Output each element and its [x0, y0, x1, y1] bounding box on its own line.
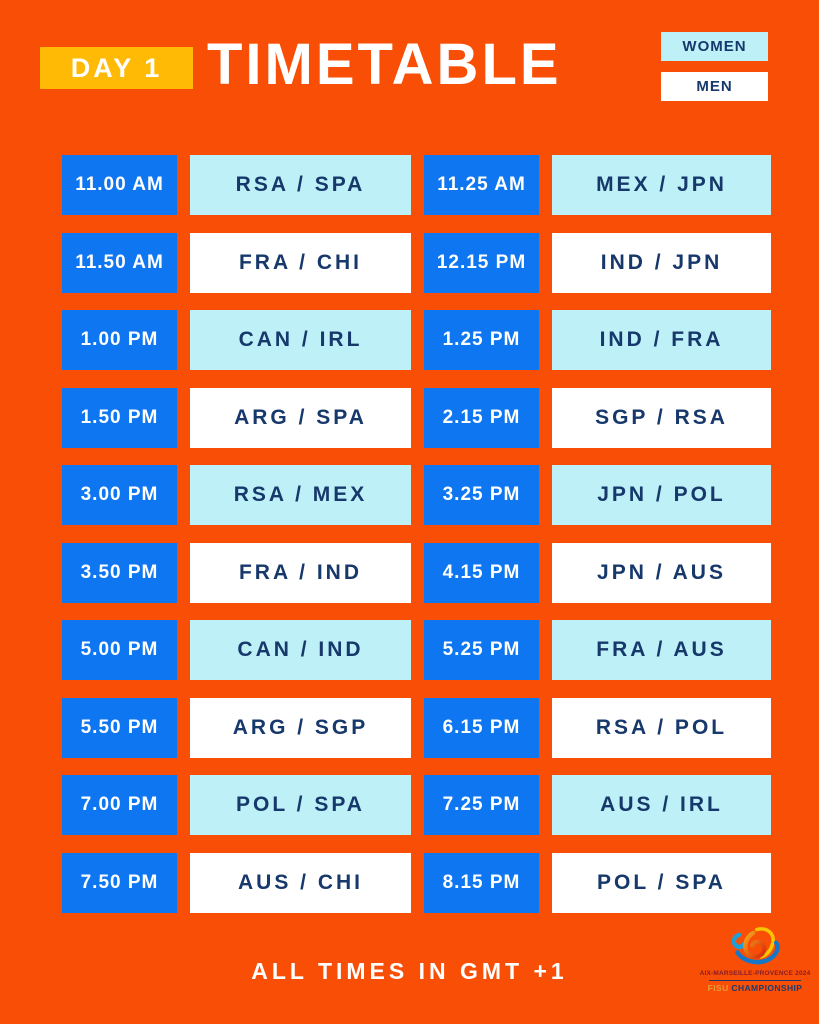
match-box: ARG / SGP [190, 697, 411, 758]
time-box: 3.50 PM [62, 542, 177, 603]
time-box: 1.50 PM [62, 387, 177, 448]
logo-divider [709, 979, 801, 981]
match-box: AUS / CHI [190, 852, 411, 913]
time-box: 8.15 PM [424, 852, 539, 913]
time-box: 5.00 PM [62, 620, 177, 680]
time-box: 11.50 AM [62, 232, 177, 293]
time-box: 6.15 PM [424, 697, 539, 758]
time-box: 1.00 PM [62, 310, 177, 370]
match-box: SGP / RSA [552, 387, 771, 448]
time-box: 5.25 PM [424, 620, 539, 680]
time-box: 3.00 PM [62, 465, 177, 525]
schedule-row: 3.00 PM RSA / MEX 3.25 PM JPN / POL [62, 465, 771, 525]
schedule-row: 5.50 PM ARG / SGP 6.15 PM RSA / POL [62, 697, 771, 758]
match-box: RSA / POL [552, 697, 771, 758]
legend-women: WOMEN [661, 32, 768, 61]
event-logo: AIX-MARSEILLE-PROVENCE 2024 FISU CHAMPIO… [699, 926, 811, 993]
logo-swirl-icon [731, 927, 780, 965]
schedule-row: 7.00 PM POL / SPA 7.25 PM AUS / IRL [62, 775, 771, 835]
schedule-row: 11.50 AM FRA / CHI 12.15 PM IND / JPN [62, 232, 771, 293]
time-box: 7.00 PM [62, 775, 177, 835]
match-box: POL / SPA [190, 775, 411, 835]
time-box: 3.25 PM [424, 465, 539, 525]
time-box: 1.25 PM [424, 310, 539, 370]
match-box: CAN / IND [190, 620, 411, 680]
schedule-row: 11.00 AM RSA / SPA 11.25 AM MEX / JPN [62, 155, 771, 215]
logo-host-city: AIX-MARSEILLE-PROVENCE 2024 [699, 970, 811, 977]
match-box: MEX / JPN [552, 155, 771, 215]
match-box: RSA / SPA [190, 155, 411, 215]
schedule-row: 5.00 PM CAN / IND 5.25 PM FRA / AUS [62, 620, 771, 680]
schedule-row: 3.50 PM FRA / IND 4.15 PM JPN / AUS [62, 542, 771, 603]
match-box: RSA / MEX [190, 465, 411, 525]
match-box: JPN / POL [552, 465, 771, 525]
match-box: JPN / AUS [552, 542, 771, 603]
match-box: IND / JPN [552, 232, 771, 293]
logo-championship: FISU CHAMPIONSHIP [699, 983, 811, 993]
page-title: TIMETABLE [207, 32, 562, 97]
schedule-row: 7.50 PM AUS / CHI 8.15 PM POL / SPA [62, 852, 771, 913]
match-box: POL / SPA [552, 852, 771, 913]
schedule-grid: 11.00 AM RSA / SPA 11.25 AM MEX / JPN 11.50 … [62, 155, 771, 930]
match-box: FRA / CHI [190, 232, 411, 293]
schedule-row: 1.50 PM ARG / SPA 2.15 PM SGP / RSA [62, 387, 771, 448]
day-badge: DAY 1 [40, 47, 193, 89]
match-box: CAN / IRL [190, 310, 411, 370]
time-box: 7.50 PM [62, 852, 177, 913]
match-box: AUS / IRL [552, 775, 771, 835]
timezone-note: ALL TIMES IN GMT +1 [251, 958, 568, 984]
time-box: 11.00 AM [62, 155, 177, 215]
match-box: FRA / AUS [552, 620, 771, 680]
time-box: 4.15 PM [424, 542, 539, 603]
time-box: 2.15 PM [424, 387, 539, 448]
schedule-row: 1.00 PM CAN / IRL 1.25 PM IND / FRA [62, 310, 771, 370]
legend: WOMEN MEN [661, 32, 768, 101]
match-box: ARG / SPA [190, 387, 411, 448]
time-box: 5.50 PM [62, 697, 177, 758]
legend-men: MEN [661, 72, 768, 101]
match-box: IND / FRA [552, 310, 771, 370]
match-box: FRA / IND [190, 542, 411, 603]
logo-fisu-label: FISU [707, 982, 729, 993]
time-box: 11.25 AM [424, 155, 539, 215]
time-box: 7.25 PM [424, 775, 539, 835]
logo-championship-label: CHAMPIONSHIP [731, 982, 803, 993]
time-box: 12.15 PM [424, 232, 539, 293]
day-badge-label: DAY 1 [70, 52, 163, 83]
